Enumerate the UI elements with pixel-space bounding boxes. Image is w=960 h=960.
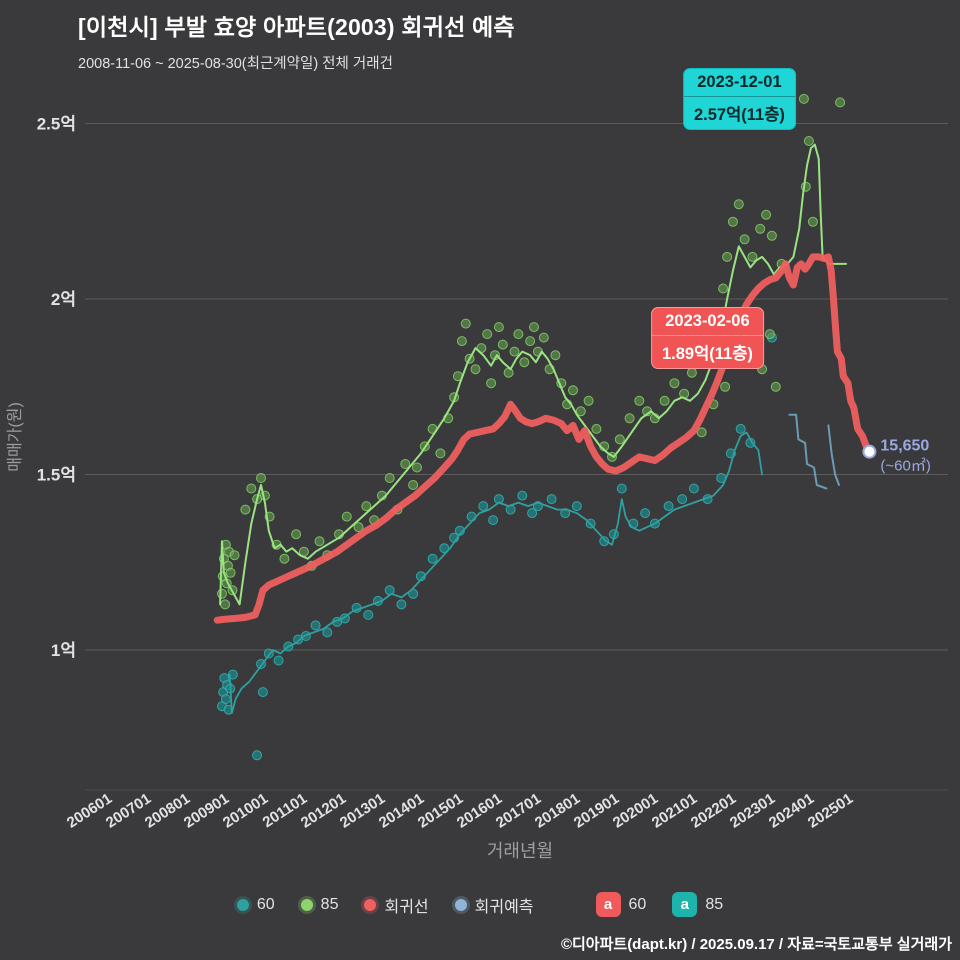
annotation-85-max: 2023-12-01 2.57억(11층) [682, 67, 796, 130]
y-tick-label: 2억 [51, 290, 76, 309]
footer-credit: ©디아파트(dapt.kr) / 2025.09.17 / 자료=국토교통부 실… [560, 936, 952, 953]
annotation-60-max: 2023-02-06 1.89억(11층) [650, 306, 764, 369]
chart-header: [이천시] 부발 효양 아파트(2003) 회귀선 예측 2008-11-06 … [78, 8, 515, 73]
legend-regression-label: 회귀선 [384, 898, 429, 916]
y-tick-label: 2.5억 [37, 115, 76, 134]
annotation-60-price: 1.89억(11층) [661, 344, 753, 363]
x-tick-labels: 2006012007012008012009012010012011012012… [64, 790, 856, 832]
legend-prediction-label: 회귀예측 [474, 898, 534, 916]
legend: 60 85 회귀선 회귀예측 a 60 a 85 [0, 892, 960, 917]
legend-item-85[interactable]: 85 [300, 895, 339, 914]
page-subtitle: 2008-11-06 ~ 2025-08-30(최근계약일) 전체 거래건 [78, 56, 393, 72]
y-tick-label: 1억 [51, 641, 76, 660]
series-regression [213, 253, 873, 624]
x-axis-title: 거래년월 [487, 841, 553, 861]
legend-item-anno-60[interactable]: a 60 [595, 892, 647, 917]
legend-anno-60-box-icon: a [595, 892, 621, 917]
prediction-end-area: (~60㎡) [880, 458, 930, 475]
legend-85-dot-icon [300, 898, 313, 911]
prediction-end-value: 15,650 [880, 438, 929, 455]
series-trend-85 [219, 143, 847, 606]
legend-60-dot-icon [236, 898, 249, 911]
legend-60-label: 60 [256, 895, 275, 913]
annotation-85-price: 2.57억(11층) [693, 105, 785, 124]
x-tick-label: 202501 [805, 790, 856, 832]
annotation-85-date: 2023-12-01 [683, 69, 795, 97]
y-axis-title: 매매가(원) [6, 402, 24, 472]
gridlines [85, 123, 948, 791]
legend-regression-dot-icon [364, 898, 377, 911]
legend-item-anno-85[interactable]: a 85 [672, 892, 723, 917]
series-prediction [788, 413, 840, 490]
x-tick-label: 201001 [220, 790, 271, 832]
y-tick-label: 1.5억 [37, 466, 76, 485]
prediction-end-dot [862, 444, 877, 459]
legend-prediction-dot-icon [454, 898, 467, 911]
legend-anno-85-box-icon: a [672, 892, 698, 917]
page-title: [이천시] 부발 효양 아파트(2003) 회귀선 예측 [78, 14, 515, 40]
annotation-60-date: 2023-02-06 [651, 308, 763, 336]
legend-item-60[interactable]: 60 [236, 895, 275, 914]
price-chart: 1억 1.5억 2억 2.5억 2006012007012008012009012010… [6, 93, 948, 861]
legend-anno-60-label: 60 [628, 895, 647, 913]
legend-anno-85-label: 85 [705, 895, 724, 913]
legend-item-regression[interactable]: 회귀선 [364, 893, 429, 917]
series-trend-60 [228, 431, 763, 715]
series-scatter-60 [217, 332, 777, 761]
legend-85-label: 85 [320, 895, 339, 913]
legend-item-prediction[interactable]: 회귀예측 [454, 893, 534, 917]
